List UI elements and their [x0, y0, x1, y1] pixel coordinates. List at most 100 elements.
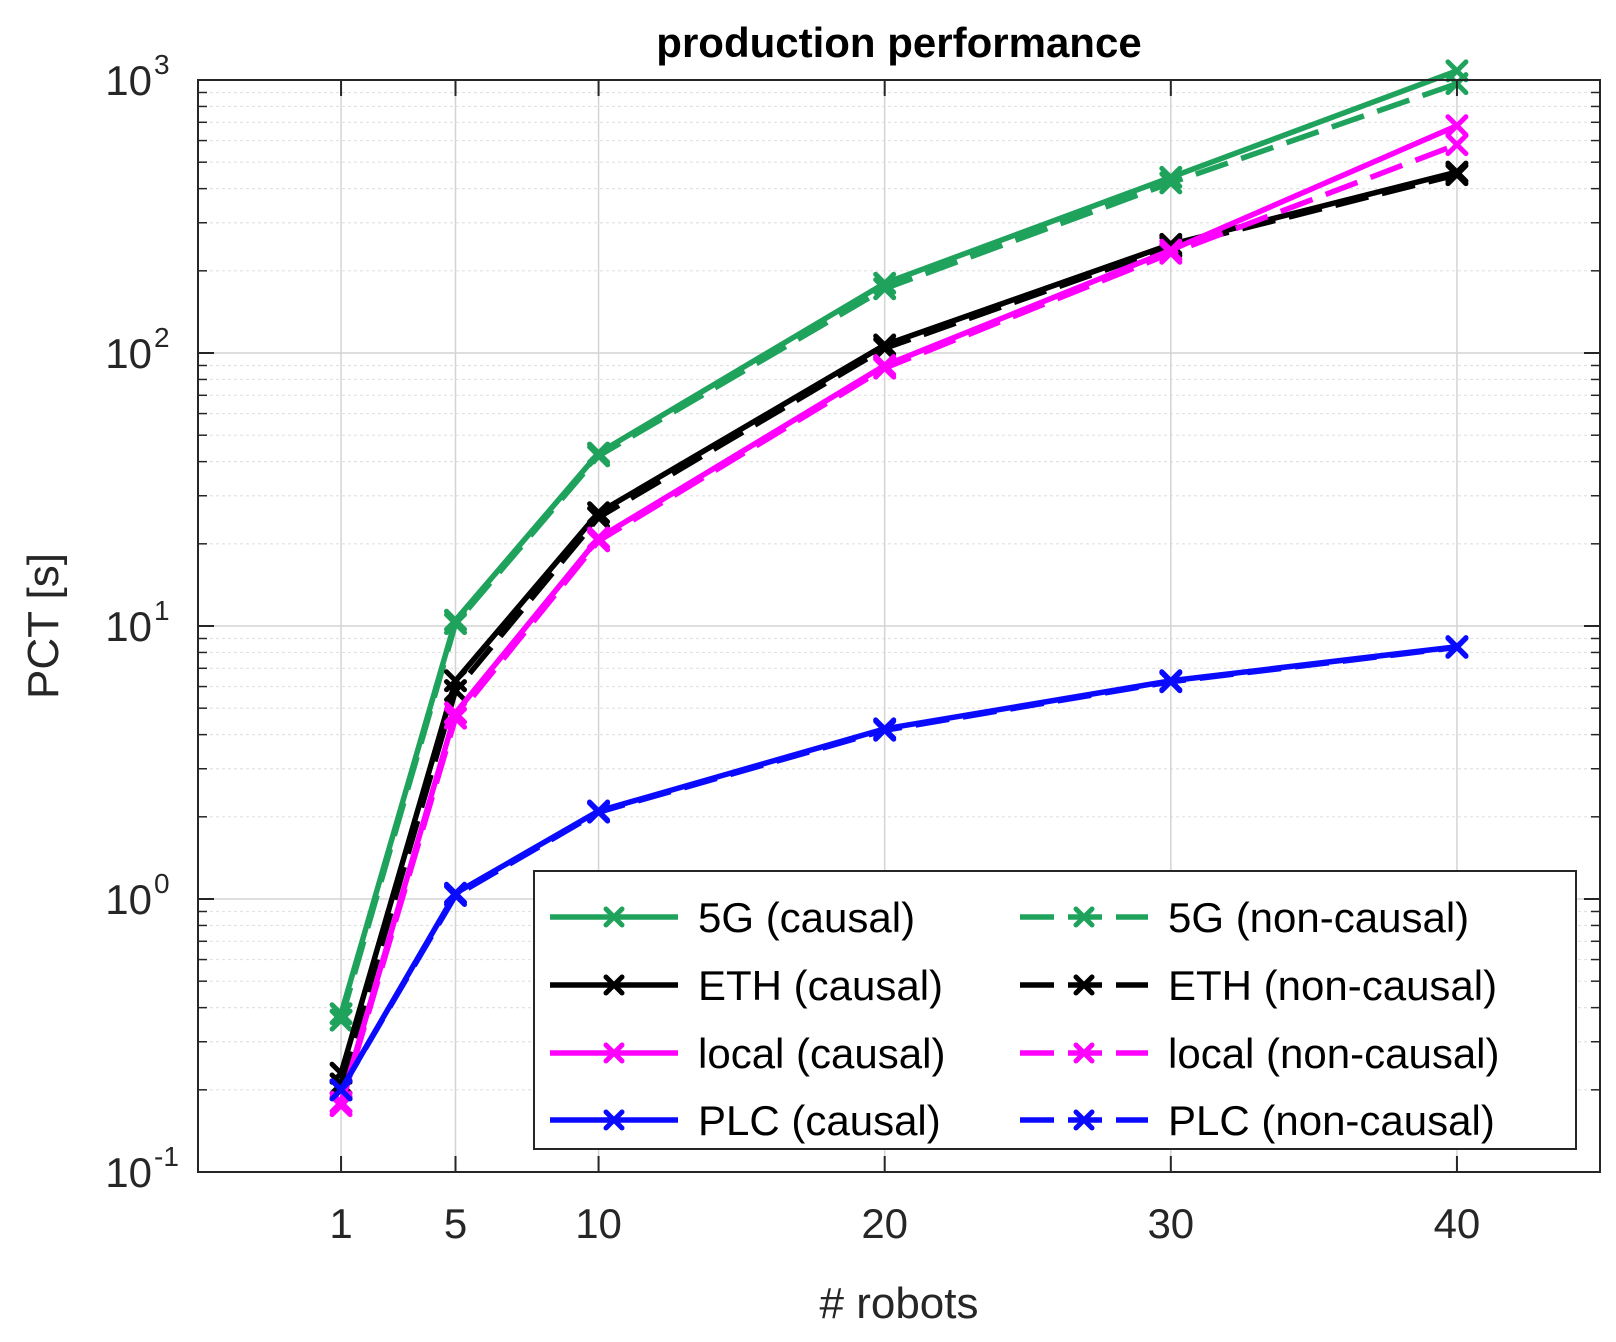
data-point — [1159, 171, 1183, 195]
marker-stroke — [1159, 670, 1183, 694]
data-point — [873, 336, 897, 360]
marker-stroke — [329, 1078, 353, 1102]
legend-item-5g-non-causal: 5G (non-causal) — [1020, 894, 1469, 941]
marker-stroke — [1445, 163, 1469, 187]
x-tick-label: 10 — [575, 1200, 622, 1247]
data-point — [1445, 133, 1469, 157]
y-tick-label: 10 — [105, 603, 152, 650]
marker-stroke — [1073, 974, 1095, 996]
y-tick-exponent: 0 — [154, 868, 170, 899]
x-axis-label: # robots — [820, 1279, 979, 1328]
data-point — [329, 1094, 353, 1118]
marker-stroke — [444, 679, 468, 703]
y-tick-label: 10 — [105, 876, 152, 923]
data-point — [873, 356, 897, 380]
data-point — [329, 1008, 353, 1032]
marker-stroke — [603, 1042, 625, 1064]
y-tick-exponent: 1 — [154, 595, 170, 626]
data-point — [444, 883, 468, 907]
data-point — [1159, 241, 1183, 265]
legend-label: local (non-causal) — [1168, 1030, 1500, 1077]
marker-stroke — [587, 800, 611, 824]
legend-item-5g-causal: 5G (causal) — [550, 894, 915, 941]
legend-marker — [1073, 974, 1095, 996]
legend-item-eth-causal: ETH (causal) — [550, 962, 943, 1009]
series-line — [338, 142, 1458, 1107]
marker-stroke — [444, 706, 468, 730]
legend-item-local-causal: local (causal) — [550, 1030, 945, 1077]
legend-item-eth-non-causal: ETH (non-causal) — [1020, 962, 1497, 1009]
data-point — [1445, 114, 1469, 138]
marker-stroke — [1445, 635, 1469, 659]
marker-stroke — [329, 1008, 353, 1032]
data-point — [587, 529, 611, 553]
x-tick-label: 1 — [329, 1200, 352, 1247]
legend: 5G (causal) 5G (non-causal) ETH (causal) ET… — [533, 870, 1577, 1150]
y-tick-exponent: 2 — [154, 322, 170, 353]
marker-stroke — [1073, 1109, 1095, 1131]
legend-label: PLC (non-causal) — [1168, 1097, 1495, 1144]
legend-box — [533, 870, 1577, 1150]
y-tick-exponent: -1 — [154, 1141, 179, 1172]
data-point — [587, 444, 611, 468]
legend-label: 5G (causal) — [698, 894, 915, 941]
marker-stroke — [587, 505, 611, 529]
tick-layer: 10 -110 010 110 210 31 5 10 20 30 40 — [105, 49, 1600, 1247]
legend-label: ETH (non-causal) — [1168, 962, 1497, 1009]
marker-stroke — [1445, 133, 1469, 157]
marker-stroke — [444, 883, 468, 907]
marker-stroke — [444, 612, 468, 636]
legend-item-plc-non-causal: PLC (non-causal) — [1020, 1097, 1495, 1144]
marker-stroke — [873, 277, 897, 301]
marker-stroke — [1073, 906, 1095, 928]
data-point — [1159, 670, 1183, 694]
data-point — [873, 277, 897, 301]
legend-label: local (causal) — [698, 1030, 945, 1077]
legend-marker — [603, 1109, 625, 1131]
series-5g-non-causal — [329, 72, 1469, 1032]
legend-label: PLC (causal) — [698, 1097, 941, 1144]
y-tick-exponent: 3 — [154, 49, 170, 80]
marker-stroke — [587, 444, 611, 468]
marker-stroke — [873, 718, 897, 742]
data-point — [444, 706, 468, 730]
legend-marker — [1073, 906, 1095, 928]
data-point — [329, 1078, 353, 1102]
chart-title: production performance — [656, 19, 1141, 66]
series-line — [338, 81, 1458, 1021]
legend-label: ETH (causal) — [698, 962, 943, 1009]
data-point — [587, 505, 611, 529]
x-tick-label: 40 — [1434, 1200, 1481, 1247]
series-line — [338, 644, 1458, 1092]
legend-marker — [1073, 1109, 1095, 1131]
legend-item-plc-causal: PLC (causal) — [550, 1097, 941, 1144]
y-tick-label: 10 — [105, 330, 152, 377]
marker-stroke — [587, 501, 611, 525]
y-tick-label: 10 — [105, 57, 152, 104]
marker-stroke — [1159, 171, 1183, 195]
x-tick-label: 20 — [861, 1200, 908, 1247]
legend-marker — [603, 906, 625, 928]
x-tick-label: 5 — [444, 1200, 467, 1247]
y-axis-label: PCT [s] — [19, 553, 68, 699]
series-layer — [329, 59, 1469, 1118]
series-plc-non-causal — [329, 635, 1469, 1102]
data-point — [444, 612, 468, 636]
marker-stroke — [873, 271, 897, 295]
data-point — [587, 800, 611, 824]
legend-item-local-non-causal: local (non-causal) — [1020, 1030, 1500, 1077]
data-point — [444, 679, 468, 703]
marker-stroke — [873, 356, 897, 380]
marker-stroke — [1445, 114, 1469, 138]
marker-stroke — [1073, 1042, 1095, 1064]
legend-marker — [603, 974, 625, 996]
marker-stroke — [587, 529, 611, 553]
marker-stroke — [603, 1109, 625, 1131]
y-tick-label: 10 — [105, 1149, 152, 1196]
data-point — [873, 718, 897, 742]
data-point — [1445, 163, 1469, 187]
legend-label: 5G (non-causal) — [1168, 894, 1469, 941]
marker-stroke — [603, 974, 625, 996]
data-point — [1445, 635, 1469, 659]
marker-stroke — [329, 1094, 353, 1118]
